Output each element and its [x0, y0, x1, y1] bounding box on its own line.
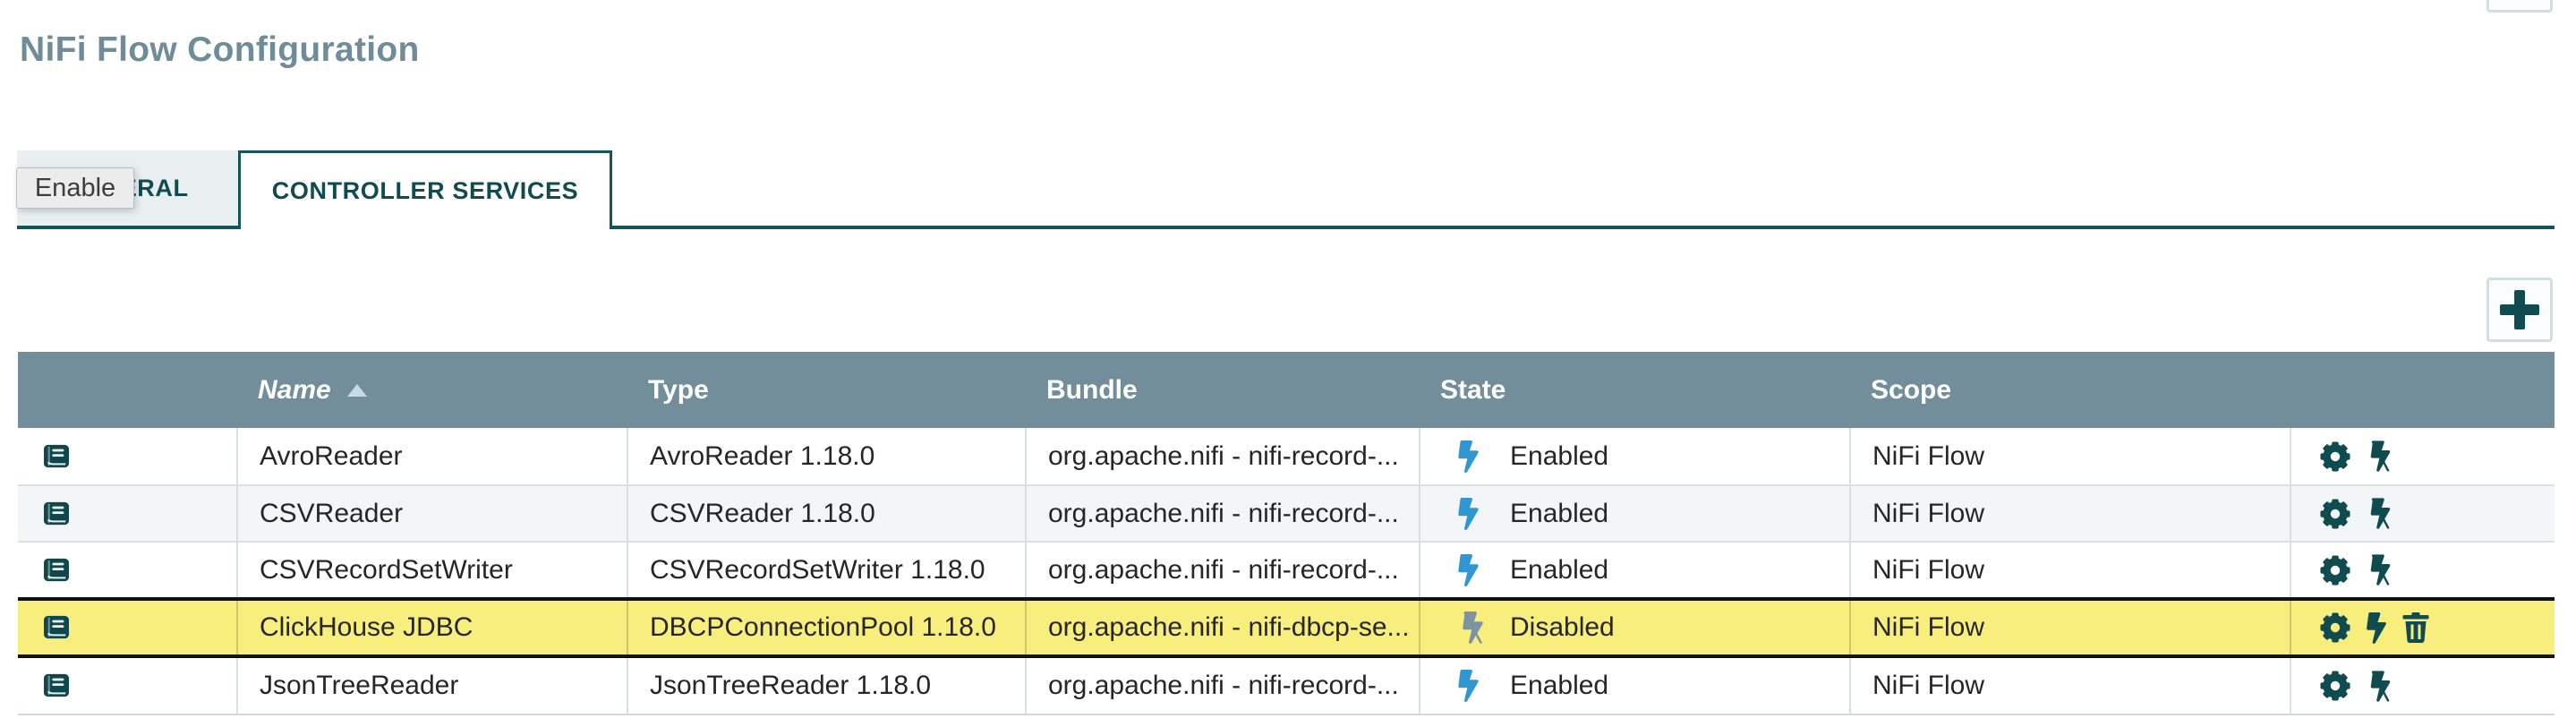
cell-actions [2290, 658, 2555, 714]
cell-state: Enabled [1419, 658, 1849, 714]
header-state[interactable]: State [1440, 374, 1506, 405]
cell-actions [2290, 486, 2555, 541]
cell-bundle: org.apache.nifi - nifi-record-... [1025, 658, 1419, 714]
disabled-bolt-slash-icon [1458, 612, 1488, 644]
cell-type: CSVRecordSetWriter 1.18.0 [627, 543, 1025, 597]
table-row-selected[interactable]: ClickHouse JDBC DBCPConnectionPool 1.18.… [18, 597, 2555, 658]
cell-scope: NiFi Flow [1849, 428, 2290, 484]
usage-book-icon[interactable] [43, 673, 70, 698]
table-header-row: Name Type Bundle State Scope [18, 352, 2555, 428]
cell-type: CSVReader 1.18.0 [627, 486, 1025, 541]
disable-bolt-slash-icon[interactable] [2367, 440, 2394, 472]
cell-state: Enabled [1419, 486, 1849, 541]
usage-book-icon[interactable] [43, 444, 70, 469]
cell-bundle: org.apache.nifi - nifi-record-... [1025, 486, 1419, 541]
cell-type: JsonTreeReader 1.18.0 [627, 658, 1025, 714]
enabled-bolt-icon [1458, 498, 1479, 530]
cell-name: CSVRecordSetWriter [236, 543, 627, 597]
cell-scope: NiFi Flow [1849, 658, 2290, 714]
configure-gear-icon[interactable] [2320, 555, 2350, 586]
cell-name: CSVReader [236, 486, 627, 541]
header-name[interactable]: Name [236, 352, 627, 428]
cell-state: Enabled [1419, 543, 1849, 597]
cell-name: ClickHouse JDBC [236, 601, 627, 654]
cell-bundle: org.apache.nifi - nifi-record-... [1025, 543, 1419, 597]
cell-actions [2290, 543, 2555, 597]
state-label: Enabled [1510, 671, 1609, 700]
table-row[interactable]: JsonTreeReader JsonTreeReader 1.18.0 org… [18, 658, 2555, 715]
configure-gear-icon[interactable] [2320, 612, 2350, 643]
cell-state: Disabled [1419, 601, 1849, 654]
controller-services-table: Name Type Bundle State Scope AvroReader … [18, 352, 2555, 715]
enabled-bolt-icon [1458, 440, 1479, 473]
cell-bundle: org.apache.nifi - nifi-dbcp-se... [1025, 601, 1419, 654]
tab-strip-divider [612, 226, 2555, 229]
cell-actions [2290, 428, 2555, 484]
enable-tooltip-label: Enable [34, 173, 116, 202]
cell-name: AvroReader [236, 428, 627, 484]
state-label: Disabled [1510, 612, 1615, 642]
cell-scope: NiFi Flow [1849, 486, 2290, 541]
configure-gear-icon[interactable] [2320, 441, 2350, 472]
state-label: Enabled [1510, 498, 1609, 528]
usage-book-icon[interactable] [43, 558, 70, 583]
cell-scope: NiFi Flow [1849, 543, 2290, 597]
configure-gear-icon[interactable] [2320, 671, 2350, 701]
page-title: NiFi Flow Configuration [20, 30, 420, 70]
usage-book-icon[interactable] [43, 501, 70, 526]
cell-type: DBCPConnectionPool 1.18.0 [627, 601, 1025, 654]
cell-name: JsonTreeReader [236, 658, 627, 714]
enabled-bolt-icon [1458, 670, 1479, 702]
cell-actions [2290, 601, 2555, 654]
cell-bundle: org.apache.nifi - nifi-record-... [1025, 428, 1419, 484]
header-type[interactable]: Type [648, 374, 709, 405]
cell-state: Enabled [1419, 428, 1849, 484]
header-bundle[interactable]: Bundle [1046, 374, 1138, 405]
header-icon-column [18, 352, 236, 428]
table-row[interactable]: CSVRecordSetWriter CSVRecordSetWriter 1.… [18, 541, 2555, 597]
disable-bolt-slash-icon[interactable] [2367, 554, 2394, 586]
disable-bolt-slash-icon[interactable] [2367, 671, 2394, 702]
table-row[interactable]: CSVReader CSVReader 1.18.0 org.apache.ni… [18, 484, 2555, 541]
cell-type: AvroReader 1.18.0 [627, 428, 1025, 484]
header-scope[interactable]: Scope [1871, 374, 1952, 405]
plus-icon [2500, 290, 2539, 329]
configure-gear-icon[interactable] [2320, 499, 2350, 529]
usage-book-icon[interactable] [43, 615, 70, 640]
partial-top-button[interactable] [2486, 0, 2553, 13]
enabled-bolt-icon [1458, 554, 1479, 586]
enable-tooltip: Enable [16, 167, 134, 209]
tab-controller-services[interactable]: CONTROLLER SERVICES [238, 150, 612, 229]
add-controller-service-button[interactable] [2486, 278, 2553, 342]
state-label: Enabled [1510, 554, 1609, 585]
header-actions-column [2290, 352, 2555, 428]
enable-bolt-icon[interactable] [2367, 612, 2386, 644]
table-row[interactable]: AvroReader AvroReader 1.18.0 org.apache.… [18, 428, 2555, 484]
delete-trash-icon[interactable] [2402, 612, 2429, 643]
tab-controller-services-label: CONTROLLER SERVICES [271, 177, 579, 204]
disable-bolt-slash-icon[interactable] [2367, 498, 2394, 529]
cell-scope: NiFi Flow [1849, 601, 2290, 654]
state-label: Enabled [1510, 440, 1609, 471]
sort-ascending-icon [346, 383, 367, 397]
